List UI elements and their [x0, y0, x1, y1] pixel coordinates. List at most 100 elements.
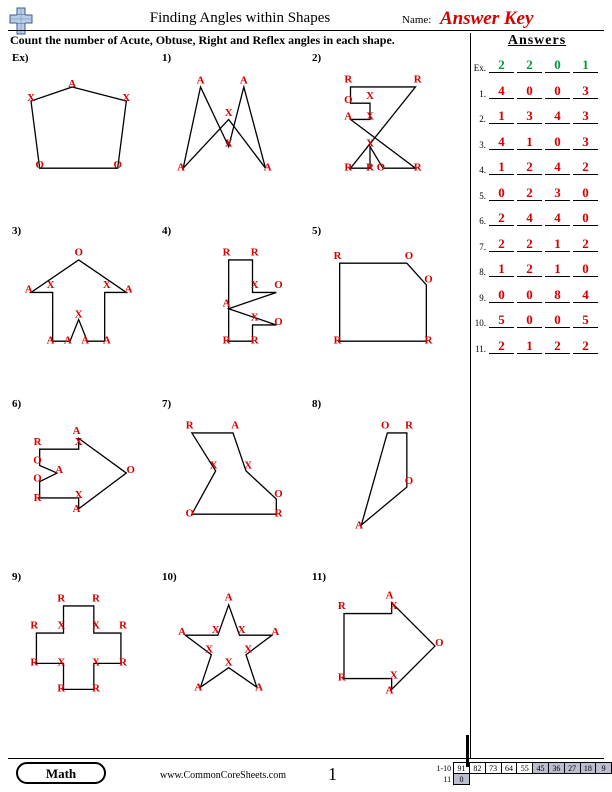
svg-text:R: R — [186, 420, 194, 432]
shape-cell: 6)RXAOAXROAO — [10, 398, 160, 553]
answer-value: 0 — [517, 311, 542, 328]
shape-diagram: RXAOAXROAO — [18, 414, 148, 544]
top-rule — [8, 30, 604, 31]
shape-cell: 9)RRXRRXRRXRRX — [10, 571, 160, 726]
svg-text:A: A — [344, 110, 352, 122]
svg-text:A: A — [81, 334, 89, 346]
svg-text:O: O — [33, 454, 41, 466]
score-cell: 27 — [564, 763, 580, 774]
answer-value: 2 — [545, 337, 570, 354]
svg-text:A: A — [73, 425, 81, 437]
svg-text:R: R — [34, 436, 42, 448]
svg-text:A: A — [178, 626, 186, 638]
svg-text:X: X — [103, 279, 111, 291]
answer-value: 2 — [489, 337, 514, 354]
svg-text:A: A — [240, 75, 248, 87]
svg-text:X: X — [210, 460, 218, 472]
page-number: 1 — [328, 764, 337, 785]
svg-text:X: X — [366, 138, 374, 150]
shape-cell: 1)AXAAXA — [160, 52, 310, 207]
shape-diagram: AXAXAXAXAX — [168, 587, 298, 717]
answer-value: 0 — [545, 56, 570, 73]
svg-text:A: A — [197, 75, 205, 87]
problem-label: 5) — [312, 225, 321, 237]
answer-index: 5. — [473, 191, 489, 201]
svg-text:A: A — [194, 681, 202, 693]
score-cell: 55 — [517, 763, 533, 774]
shape-cell: 3)OAXAAXAAXA — [10, 225, 160, 380]
answer-value: 0 — [573, 184, 598, 201]
svg-text:O: O — [435, 637, 443, 649]
svg-text:X: X — [251, 312, 259, 324]
svg-text:X: X — [212, 624, 220, 636]
score-cell: 45 — [533, 763, 549, 774]
svg-text:R: R — [251, 334, 259, 346]
answer-value: 1 — [545, 235, 570, 252]
svg-text:O: O — [35, 159, 43, 171]
answer-value: 8 — [545, 286, 570, 303]
svg-text:R: R — [223, 247, 231, 259]
shape-diagram: AXOOX — [18, 68, 148, 198]
answer-index: 7. — [473, 242, 489, 252]
svg-text:A: A — [25, 283, 33, 295]
svg-text:X: X — [225, 107, 233, 119]
answer-value: 1 — [573, 56, 598, 73]
shape-cell: Ex)AXOOX — [10, 52, 160, 207]
svg-text:R: R — [405, 420, 413, 432]
answer-value: 3 — [573, 133, 598, 150]
answer-value: 2 — [489, 56, 514, 73]
svg-text:R: R — [30, 620, 38, 632]
svg-text:X: X — [92, 657, 100, 669]
svg-text:R: R — [414, 161, 422, 173]
answer-value: 1 — [489, 158, 514, 175]
svg-text:A: A — [47, 334, 55, 346]
answer-value: 4 — [489, 133, 514, 150]
svg-text:A: A — [55, 464, 63, 476]
answers-panel: Answers Ex.22011.40032.13433.41034.12425… — [473, 33, 601, 361]
answer-index: 9. — [473, 293, 489, 303]
svg-text:X: X — [57, 657, 65, 669]
svg-text:R: R — [275, 507, 283, 519]
answer-value: 2 — [517, 184, 542, 201]
svg-text:O: O — [274, 316, 282, 328]
svg-text:A: A — [386, 589, 394, 601]
svg-text:O: O — [74, 247, 82, 259]
answer-row: 1.4003 — [473, 81, 601, 99]
answer-value: 2 — [517, 56, 542, 73]
answer-row: 7.2212 — [473, 234, 601, 252]
svg-text:X: X — [366, 90, 374, 102]
shape-cell: 8)OROA — [310, 398, 460, 553]
answer-value: 1 — [545, 260, 570, 277]
score-cell: 73 — [485, 763, 501, 774]
answer-index: 11. — [473, 344, 489, 354]
answer-key-label: Answer Key — [440, 8, 533, 30]
problem-label: 3) — [12, 225, 21, 237]
answer-value: 4 — [573, 286, 598, 303]
shape-diagram: ROORR — [318, 241, 448, 371]
shape-cell: 7)RAXOROX — [160, 398, 310, 553]
svg-text:X: X — [27, 92, 35, 104]
answer-value: 2 — [573, 235, 598, 252]
score-cell: 0 — [454, 774, 470, 785]
score-cell: 64 — [501, 763, 517, 774]
svg-text:X: X — [390, 600, 398, 612]
answer-value: 4 — [545, 107, 570, 124]
shape-diagram: OROA — [318, 414, 448, 544]
problem-label: 1) — [162, 52, 171, 64]
answer-index: 3. — [473, 140, 489, 150]
answer-row: 9.0084 — [473, 285, 601, 303]
svg-text:R: R — [30, 657, 38, 669]
svg-text:A: A — [386, 685, 394, 697]
svg-text:R: R — [57, 593, 65, 605]
answer-row: 6.2440 — [473, 208, 601, 226]
answer-value: 2 — [489, 235, 514, 252]
shape-cell: 11)RXAOAXR — [310, 571, 460, 726]
svg-text:X: X — [390, 670, 398, 682]
answer-value: 0 — [545, 133, 570, 150]
svg-text:X: X — [244, 644, 252, 656]
answer-value: 2 — [517, 260, 542, 277]
svg-text:A: A — [355, 519, 363, 531]
svg-text:A: A — [225, 592, 233, 604]
problem-label: Ex) — [12, 52, 29, 64]
answer-value: 0 — [573, 209, 598, 226]
